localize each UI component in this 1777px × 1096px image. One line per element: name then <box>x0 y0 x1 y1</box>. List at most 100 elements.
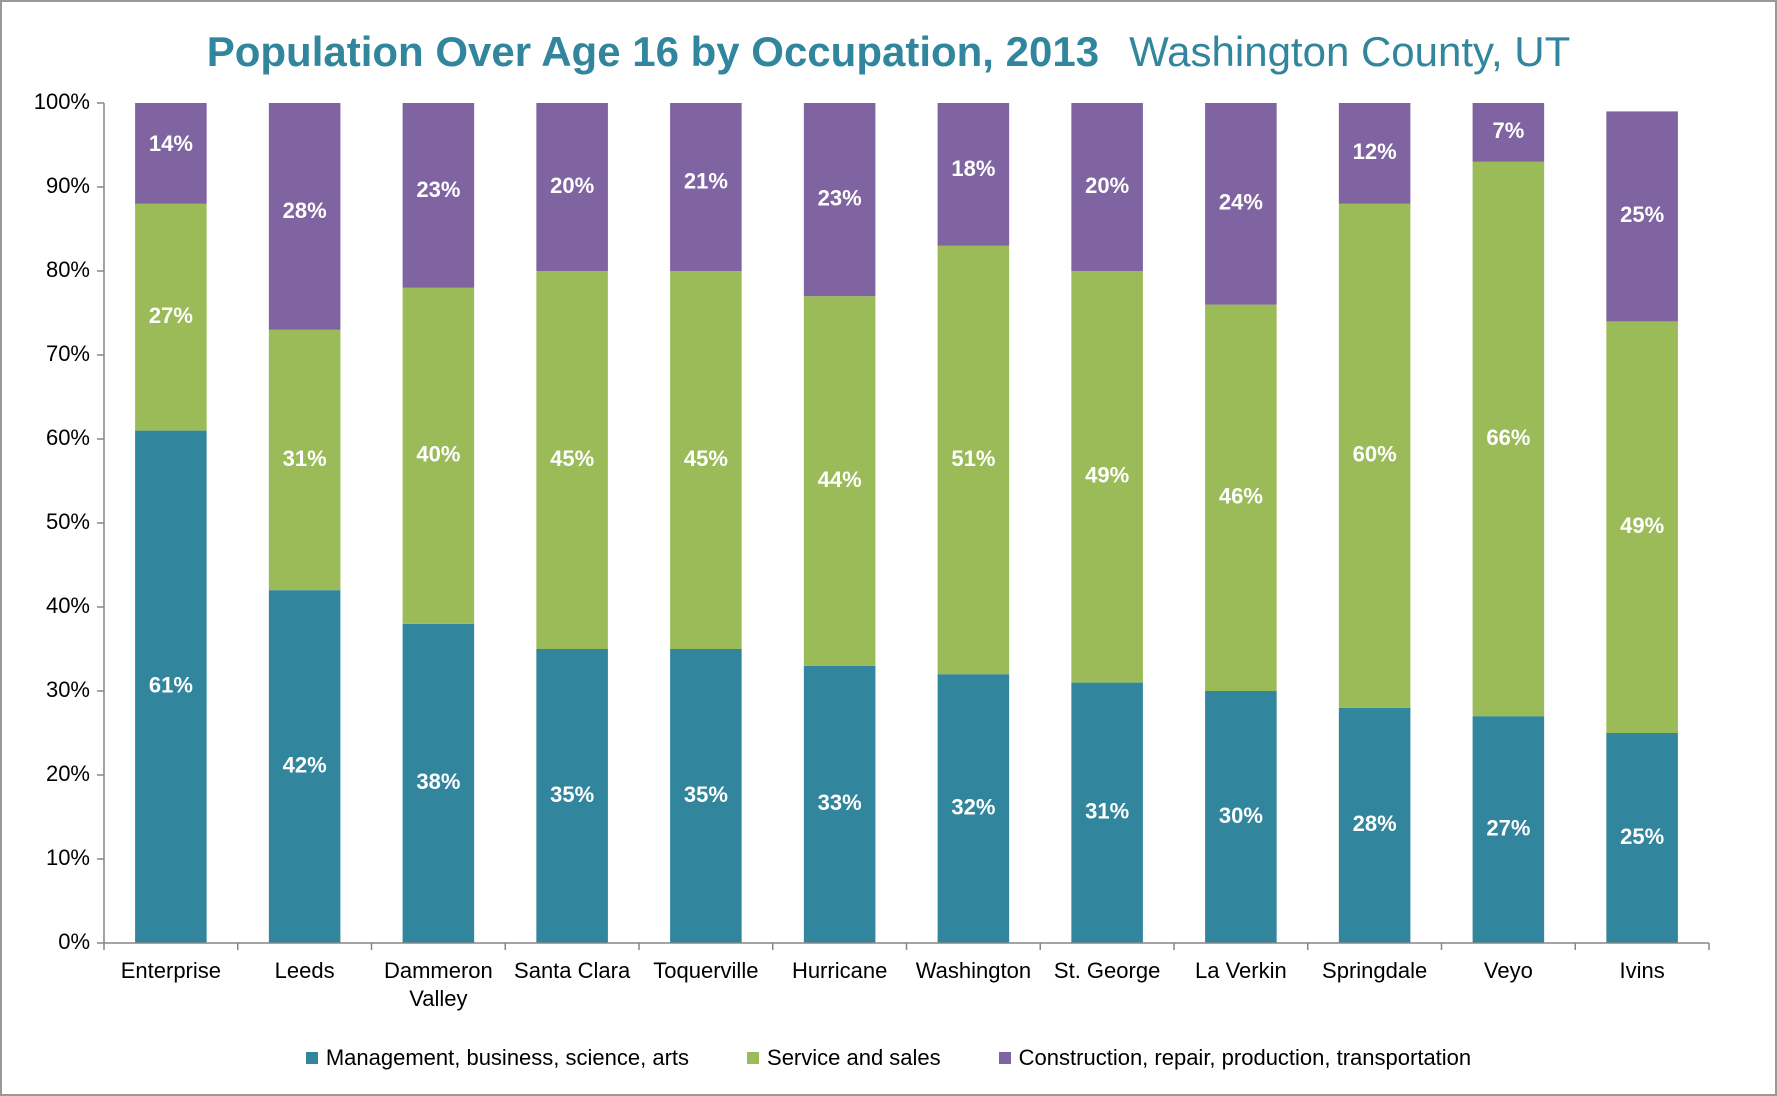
data-label: 27% <box>1486 815 1530 840</box>
bar-segment <box>1071 271 1143 683</box>
data-label: 60% <box>1353 442 1397 467</box>
y-tick-label: 100% <box>34 89 90 114</box>
bars <box>135 103 1678 944</box>
bar-segment <box>670 649 742 943</box>
y-tick-label: 90% <box>46 173 90 198</box>
bar-segment <box>1205 304 1277 691</box>
data-label: 12% <box>1353 139 1397 164</box>
bar-segment <box>803 665 876 943</box>
x-tick-label: Leeds <box>274 958 335 983</box>
x-tick-label: Enterprise <box>120 958 222 983</box>
data-label: 32% <box>951 794 995 819</box>
x-tick-label: Toquerville <box>653 958 759 983</box>
bar-segment <box>1472 716 1545 943</box>
legend-item: Construction, repair, production, transp… <box>998 1045 1472 1071</box>
data-label: 27% <box>149 303 193 328</box>
bar-segment <box>1205 691 1277 943</box>
bar-segment <box>1205 103 1277 305</box>
bar-segment <box>402 103 475 288</box>
bar-segment <box>670 271 742 649</box>
x-tick-label: Veyo <box>1483 958 1533 983</box>
data-label: 45% <box>684 446 728 471</box>
data-label: 14% <box>149 131 193 156</box>
data-label: 25% <box>1620 824 1664 849</box>
bar-segment <box>268 103 341 330</box>
bar-segment <box>536 103 608 271</box>
bar-segment <box>1472 103 1545 162</box>
data-label: 28% <box>283 198 327 223</box>
x-tick-label: St. George <box>1053 958 1161 983</box>
legend-swatch <box>747 1052 760 1064</box>
data-label: 24% <box>1219 190 1263 215</box>
legend-label: Management, business, science, arts <box>325 1045 690 1070</box>
bar-segment <box>1071 682 1143 943</box>
data-label: 44% <box>818 467 862 492</box>
data-label: 23% <box>818 185 862 210</box>
bar-segment <box>937 245 1010 675</box>
bar-segment <box>803 103 876 297</box>
y-tick-label: 30% <box>46 677 90 702</box>
data-label: 45% <box>550 446 594 471</box>
y-tick-label: 50% <box>46 509 90 534</box>
data-label: 49% <box>1085 463 1129 488</box>
data-label: 38% <box>416 769 460 794</box>
x-tick-label: Dammeron Valley <box>383 958 493 1011</box>
data-label: 35% <box>550 782 594 807</box>
bar-segment <box>1606 733 1678 943</box>
x-tick-label: Washington <box>915 958 1032 983</box>
legend: Management, business, science, arts Servi… <box>0 1045 1777 1071</box>
data-label: 31% <box>1085 799 1129 824</box>
y-tick-label: 70% <box>46 341 90 366</box>
bar-segment <box>135 430 207 944</box>
data-label: 40% <box>416 442 460 467</box>
y-tick-label: 80% <box>46 257 90 282</box>
chart-title: Population Over Age 16 by Occupation, 20… <box>206 28 1100 75</box>
data-label: 30% <box>1219 803 1263 828</box>
data-label: 7% <box>1492 118 1524 143</box>
bar-segment <box>402 287 475 624</box>
y-tick-label: 60% <box>46 425 90 450</box>
legend-swatch <box>998 1052 1011 1064</box>
bar-segment <box>1606 111 1678 322</box>
data-label: 49% <box>1620 513 1664 538</box>
bar-segment <box>135 203 207 431</box>
y-tick-label: 10% <box>46 845 90 870</box>
y-tick-label: 40% <box>46 593 90 618</box>
data-label: 20% <box>550 173 594 198</box>
legend-swatch <box>305 1052 318 1064</box>
bar-segment <box>1338 707 1411 943</box>
bar-segment <box>536 271 608 649</box>
bar-segment <box>402 623 475 943</box>
chart-subtitle: Washington County, UT <box>1129 28 1571 75</box>
bar-segment <box>135 103 207 204</box>
y-tick-label: 20% <box>46 761 90 786</box>
bar-segment <box>1338 203 1411 708</box>
x-tick-label: Hurricane <box>791 958 888 983</box>
legend-item: Management, business, science, arts <box>305 1045 690 1071</box>
legend-label: Construction, repair, production, transp… <box>1018 1045 1472 1070</box>
bar-segment <box>1472 161 1545 717</box>
x-tick-label: Springdale <box>1322 958 1428 983</box>
data-label: 46% <box>1219 484 1263 509</box>
y-tick-label: 0% <box>58 929 90 954</box>
title-row: Population Over Age 16 by Occupation, 20… <box>0 28 1777 76</box>
data-label: 31% <box>283 446 327 471</box>
data-label: 28% <box>1353 811 1397 836</box>
data-label: 61% <box>149 673 193 698</box>
x-tick-label: La Verkin <box>1195 958 1287 983</box>
bar-segment <box>670 103 742 271</box>
bar-segment <box>1071 103 1143 271</box>
data-label: 66% <box>1486 425 1530 450</box>
legend-label: Service and sales <box>767 1045 941 1070</box>
data-label: 25% <box>1620 202 1664 227</box>
data-label: 23% <box>416 177 460 202</box>
bar-segment <box>268 590 341 943</box>
bar-segment <box>803 296 876 666</box>
bar-segment <box>1606 321 1678 733</box>
data-label: 18% <box>951 156 995 181</box>
data-label: 20% <box>1085 173 1129 198</box>
bar-segment <box>937 674 1010 943</box>
